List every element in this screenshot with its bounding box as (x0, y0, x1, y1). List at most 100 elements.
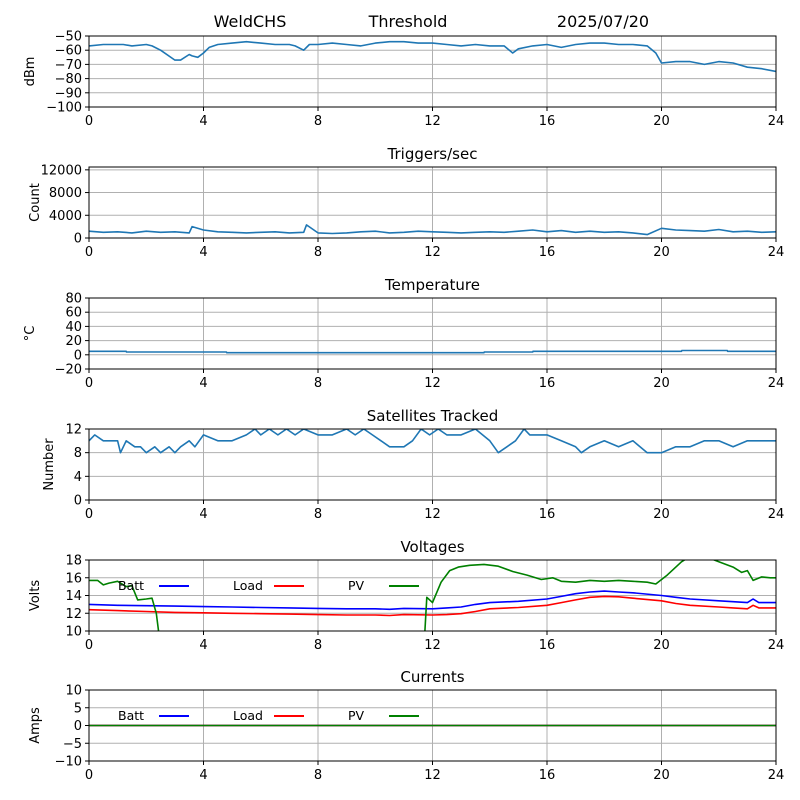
legend-label-load: Load (233, 578, 263, 593)
y-axis-label: Volts (28, 580, 43, 612)
x-tick-label: 24 (768, 638, 785, 653)
x-tick-label: 12 (424, 376, 441, 391)
x-tick-label: 4 (199, 507, 207, 522)
legend-label-batt: Batt (118, 578, 144, 593)
x-tick-label: 8 (314, 245, 322, 260)
x-tick-label: 16 (539, 376, 556, 391)
y-tick-label: 60 (65, 306, 82, 321)
x-tick-label: 0 (85, 376, 93, 391)
y-tick-label: 10 (65, 684, 82, 699)
y-tick-label: 80 (65, 292, 82, 307)
y-tick-label: 20 (65, 334, 82, 349)
series-line-data (89, 40, 776, 73)
x-tick-label: 16 (539, 507, 556, 522)
y-tick-label: 8 (74, 446, 82, 461)
y-tick-label: 10 (65, 625, 82, 640)
y-axis-label: Number (42, 438, 57, 491)
y-tick-label: 0 (74, 494, 82, 509)
y-axis-label: dBm (23, 57, 38, 87)
x-tick-label: 4 (199, 376, 207, 391)
chart-panel-1: 0 4 8 12 16 20 24 0 4000 8000 12000 Triggers/sec Cou… (28, 145, 784, 260)
y-tick-label: 0 (74, 348, 82, 363)
panel-title: Voltages (400, 538, 464, 556)
x-tick-label: 12 (424, 507, 441, 522)
header-mode: Threshold (368, 12, 448, 31)
x-tick-label: 12 (424, 114, 441, 129)
x-tick-label: 20 (653, 114, 670, 129)
y-tick-label: 0 (74, 232, 82, 247)
legend-label-pv: PV (348, 578, 365, 593)
x-tick-label: 24 (768, 114, 785, 129)
x-tick-label: 12 (424, 245, 441, 260)
chart-panel-3: 0 4 8 12 16 20 24 0 4 8 12 Satellites Tracked Number (42, 407, 784, 522)
header-date: 2025/07/20 (557, 12, 649, 31)
legend-label-load: Load (233, 708, 263, 723)
x-tick-label: 24 (768, 768, 785, 783)
legend-label-batt: Batt (118, 708, 144, 723)
y-axis-label: Amps (28, 707, 43, 744)
y-tick-label: 5 (74, 701, 82, 716)
header-station: WeldCHS (214, 12, 287, 31)
y-tick-label: 16 (65, 571, 82, 586)
y-tick-label: −90 (55, 86, 82, 101)
series-layer (89, 560, 776, 631)
x-tick-label: 4 (199, 114, 207, 129)
x-tick-label: 12 (424, 768, 441, 783)
panel-title: Triggers/sec (387, 145, 478, 163)
y-tick-label: −70 (55, 58, 82, 73)
y-tick-label: 12 (65, 607, 82, 622)
panel-title: Satellites Tracked (367, 407, 498, 425)
y-tick-label: 4 (74, 470, 82, 485)
y-tick-label: 14 (65, 589, 82, 604)
panel-title: Temperature (384, 276, 480, 294)
x-tick-label: 0 (85, 507, 93, 522)
series-line-load (89, 595, 776, 617)
y-axis-label: Count (28, 183, 43, 222)
y-tick-label: 8000 (49, 186, 82, 201)
x-tick-label: 0 (85, 245, 93, 260)
x-tick-label: 0 (85, 768, 93, 783)
x-tick-label: 16 (539, 114, 556, 129)
chart-panel-0: 0 4 8 12 16 20 24 −50−60−70−80−90−100 dBm (23, 30, 784, 130)
x-tick-label: 8 (314, 768, 322, 783)
x-tick-label: 20 (653, 245, 670, 260)
x-tick-label: 0 (85, 638, 93, 653)
panel-title: Currents (400, 668, 464, 686)
y-tick-label: 40 (65, 320, 82, 335)
y-tick-label: −5 (63, 737, 82, 752)
series-layer (89, 40, 776, 73)
y-axis-label: °C (23, 326, 38, 342)
y-tick-label: 18 (65, 554, 82, 569)
x-tick-label: 8 (314, 114, 322, 129)
series-line-batt (89, 590, 776, 611)
x-tick-label: 0 (85, 114, 93, 129)
y-tick-label: 0 (74, 719, 82, 734)
x-tick-label: 24 (768, 507, 785, 522)
series-line-pv (89, 560, 776, 631)
x-tick-label: 16 (539, 768, 556, 783)
x-tick-label: 12 (424, 638, 441, 653)
y-tick-label: 12 (65, 423, 82, 438)
y-tick-label: −10 (55, 755, 82, 770)
chart-panel-4: 0 4 8 12 16 20 24 10 12 14 16 18 Voltages Volts Batt Lo… (28, 538, 784, 653)
y-tick-label: −80 (55, 72, 82, 87)
y-tick-label: −60 (55, 44, 82, 59)
legend-label-pv: PV (348, 708, 365, 723)
y-tick-label: 12000 (41, 163, 82, 178)
x-tick-label: 4 (199, 245, 207, 260)
x-tick-label: 8 (314, 507, 322, 522)
x-tick-label: 24 (768, 376, 785, 391)
x-tick-label: 8 (314, 638, 322, 653)
x-tick-label: 20 (653, 768, 670, 783)
chart-panel-5: 0 4 8 12 16 20 24 −10 −5 0 5 10 Currents Amps Batt Load… (28, 668, 784, 783)
y-tick-label: −20 (55, 363, 82, 378)
y-tick-label: −100 (46, 101, 82, 116)
x-tick-label: 20 (653, 638, 670, 653)
series-line-data (89, 224, 776, 236)
y-tick-label: −50 (55, 30, 82, 45)
series-layer (89, 224, 776, 236)
